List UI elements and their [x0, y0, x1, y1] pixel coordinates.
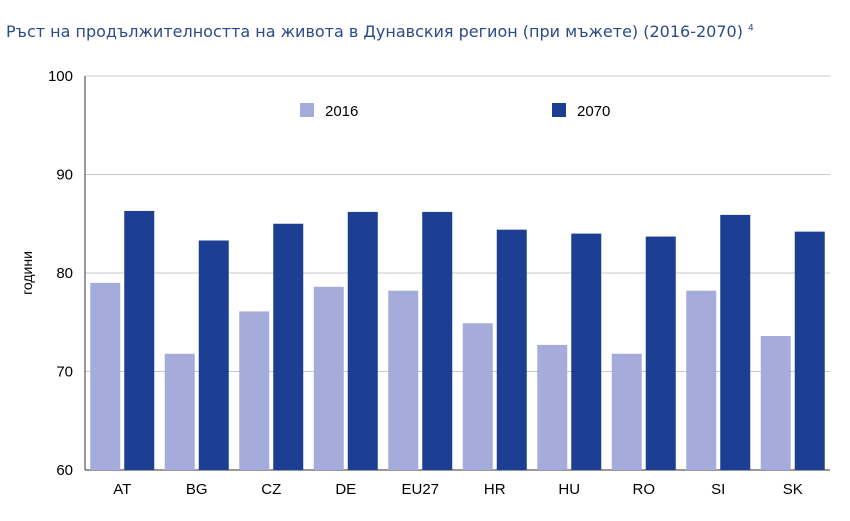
y-axis-label: години	[19, 251, 35, 295]
x-tick-label: AT	[113, 481, 131, 498]
x-tick-label: SI	[711, 481, 725, 498]
title-footnote: 4	[748, 23, 754, 34]
bar-2070-BG	[198, 240, 229, 470]
y-tick-label: 60	[56, 462, 73, 479]
bar-2070-EU27	[422, 211, 453, 470]
bar-2070-HU	[571, 233, 602, 470]
legend-swatch-2070	[552, 103, 566, 117]
y-tick-label: 80	[56, 265, 73, 282]
bar-2016-HU	[537, 344, 568, 470]
x-tick-label: HR	[484, 481, 506, 498]
legend-label: 2070	[577, 103, 610, 120]
bar-2070-AT	[124, 210, 155, 470]
bar-2070-SI	[720, 214, 751, 470]
x-tick-label: HU	[558, 481, 580, 498]
y-tick-label: 90	[56, 167, 73, 184]
legend-label: 2016	[325, 103, 358, 120]
x-tick-label: EU27	[401, 481, 439, 498]
bar-2070-CZ	[273, 223, 304, 470]
legend: 2016 2070	[300, 103, 610, 120]
bar-2016-AT	[90, 282, 121, 470]
chart-title: Ръст на продължителността на живота в Ду…	[6, 22, 754, 41]
bar-2016-SK	[760, 336, 791, 470]
x-tick-label: DE	[335, 481, 356, 498]
bar-2016-DE	[313, 286, 344, 470]
bar-2070-HR	[496, 229, 527, 470]
bar-2016-BG	[164, 353, 195, 470]
gridlines	[85, 75, 830, 372]
bar-2016-SI	[686, 290, 717, 470]
bars	[90, 210, 825, 470]
bar-2070-RO	[645, 236, 676, 470]
x-tick-label: BG	[186, 481, 208, 498]
y-tick-label: 70	[56, 364, 73, 381]
bar-2016-HR	[462, 323, 493, 470]
tick-labels: 60 70 80 90 100 AT BG CZ DE EU27 HR HU RO SI SK	[48, 68, 803, 498]
bar-2070-DE	[347, 211, 378, 470]
y-tick-label: 100	[48, 68, 73, 85]
x-tick-label: CZ	[261, 481, 281, 498]
bar-2070-SK	[794, 231, 825, 470]
bar-2016-CZ	[239, 311, 270, 470]
bar-2016-RO	[611, 353, 642, 470]
legend-swatch-2016	[300, 103, 314, 117]
bar-2016-EU27	[388, 290, 419, 470]
x-tick-label: SK	[783, 481, 803, 498]
x-tick-label: RO	[633, 481, 656, 498]
